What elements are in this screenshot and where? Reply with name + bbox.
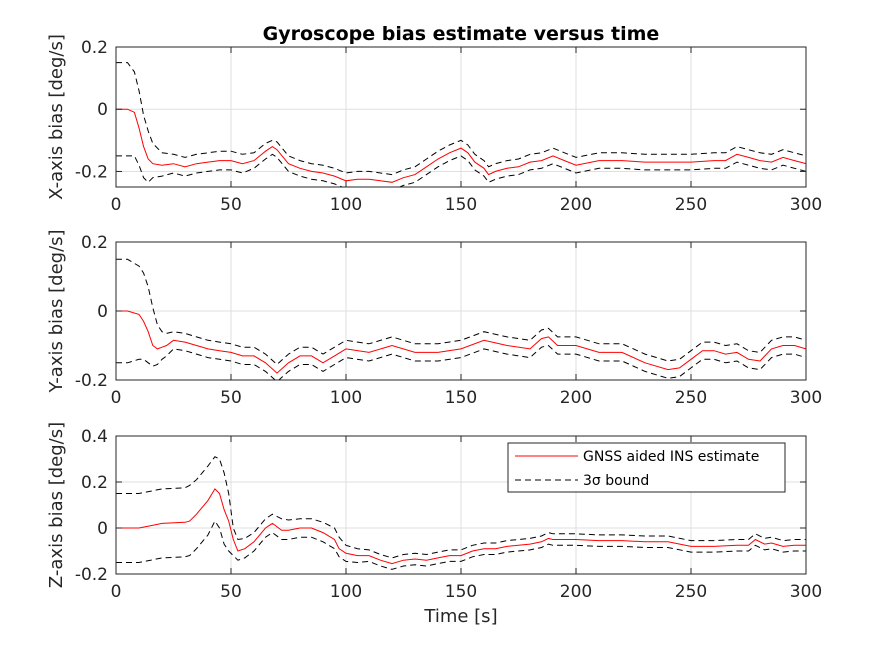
ytick-label-y-0: -0.2 [75,371,108,391]
ytick-label-y-1: 0 [97,302,108,322]
series-lower-x [116,153,806,187]
xtick-label-x-250: 250 [675,195,707,215]
xtick-label-z-250: 250 [675,582,707,602]
xtick-label-y-150: 150 [445,388,477,408]
xtick-label-x-300: 300 [790,195,822,215]
xtick-label-y-50: 50 [220,388,242,408]
xtick-label-y-100: 100 [330,388,362,408]
y-axis-label-z: Z-axis bias [deg/s] [46,422,67,588]
x-axis-label: Time [s] [423,606,497,627]
xtick-label-z-100: 100 [330,582,362,602]
series-upper-y [116,258,806,366]
xtick-label-x-50: 50 [220,195,242,215]
chart-title: Gyroscope bias estimate versus time [263,23,660,45]
xtick-label-z-300: 300 [790,582,822,602]
xtick-label-x-100: 100 [330,195,362,215]
ytick-label-z-3: 0.4 [81,427,108,447]
ytick-label-x-2: 0.2 [81,38,108,58]
xtick-label-y-200: 200 [560,388,592,408]
ytick-label-y-2: 0.2 [81,233,108,253]
xtick-label-z-200: 200 [560,582,592,602]
series-lower-y [116,344,806,380]
legend-label-3sigma: 3σ bound [583,473,649,489]
xtick-label-z-150: 150 [445,582,477,602]
xtick-label-y-300: 300 [790,388,822,408]
series-upper-z [116,456,806,559]
xtick-label-z-50: 50 [220,582,242,602]
panel-x-axis: 0 50 100 150 200 250 300-0.200.2X-axis bias [d… [46,34,822,215]
y-axis-label-x: X-axis bias [deg/s] [46,34,67,200]
xtick-label-x-150: 150 [445,195,477,215]
legend: GNSS aided INS estimate 3σ bound [507,442,786,493]
xtick-label-y-250: 250 [675,388,707,408]
series-estimate-z [116,488,806,565]
y-axis-label-y: Y-axis bias [deg/s] [46,229,67,393]
series-upper-x [116,62,806,176]
xtick-label-y-0: 0 [111,388,122,408]
series-estimate-y [116,310,806,374]
series-lower-z [116,520,806,570]
panel-y-axis: 0 50 100 150 200 250 300-0.200.2Y-axis bias [d… [46,229,822,408]
ytick-label-z-1: 0 [97,519,108,539]
ytick-label-z-2: 0.2 [81,473,108,493]
xtick-label-x-200: 200 [560,195,592,215]
legend-label-estimate: GNSS aided INS estimate [583,449,759,465]
xtick-label-x-0: 0 [111,195,122,215]
ytick-label-x-1: 0 [97,100,108,120]
ytick-label-z-0: -0.2 [75,565,108,585]
xtick-label-z-0: 0 [111,582,122,602]
legend-box [507,442,786,493]
ytick-label-x-0: -0.2 [75,162,108,182]
series-estimate-x [116,108,806,183]
